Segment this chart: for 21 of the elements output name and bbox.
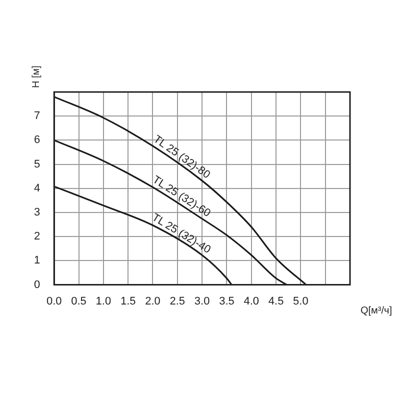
- x-tick-label: 4.5: [268, 295, 284, 308]
- y-tick-label: 6: [34, 134, 40, 146]
- y-axis-title: H [м]: [30, 65, 42, 88]
- y-tick-label: 4: [34, 182, 40, 194]
- x-tick-label: 0.5: [71, 295, 86, 308]
- x-tick-label: 4.0: [244, 295, 260, 308]
- y-tick-label: 7: [34, 110, 40, 122]
- y-tick-label: 2: [34, 230, 40, 243]
- y-tick-label: 0: [34, 278, 40, 291]
- y-tick-label: 1: [34, 254, 40, 267]
- y-tick-label: 3: [34, 206, 40, 219]
- x-tick-label: 1.5: [120, 295, 136, 308]
- x-axis-title: Q[м³/ч]: [360, 306, 392, 317]
- x-tick-label: 3.0: [194, 295, 210, 308]
- x-tick-label: 5.0: [293, 295, 308, 308]
- x-tick-label: 2.5: [170, 295, 186, 308]
- y-tick-label: 5: [34, 158, 40, 170]
- x-tick-label: 2.0: [145, 295, 160, 308]
- x-tick-label: 1.0: [96, 295, 112, 308]
- x-tick-label: 0.0: [46, 295, 62, 308]
- x-tick-label: 3.5: [219, 295, 234, 308]
